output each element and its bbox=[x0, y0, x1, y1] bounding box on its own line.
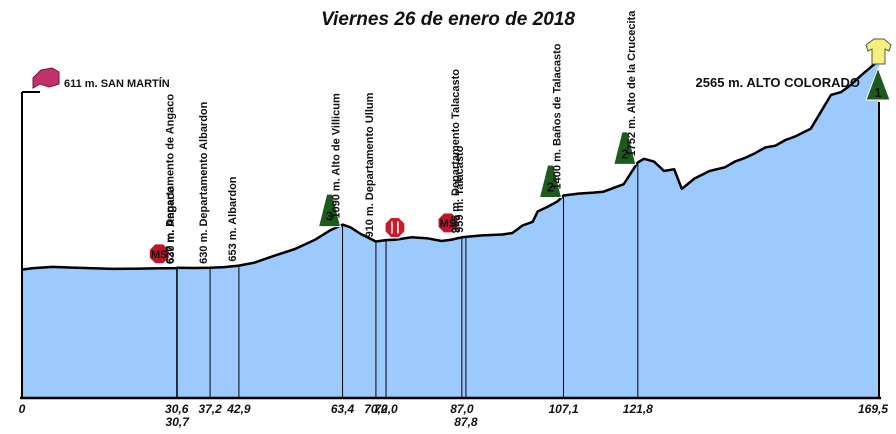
kom-snowcap-icon bbox=[326, 182, 333, 195]
km-tick-label: 63,4 bbox=[331, 402, 355, 416]
waypoint-label: 1090 m. Alto de Villicum bbox=[331, 93, 343, 219]
km-tick-label: 30,6 bbox=[165, 402, 189, 416]
km-tick-start: 0 bbox=[19, 402, 26, 416]
waypoint-label: 653 m. Albardon bbox=[227, 176, 239, 261]
kom-snowcap-icon bbox=[621, 120, 628, 133]
km-axis: 30,630,7 37,2 42,9 63,4 70,072,0 87,087,8 107,… bbox=[19, 402, 889, 429]
start-flag-icon bbox=[32, 67, 60, 89]
kom-mountain-icon bbox=[613, 120, 637, 165]
sprint-icon bbox=[148, 242, 171, 265]
finish-category: 1 bbox=[874, 85, 881, 100]
km-tick-label: 107,1 bbox=[548, 402, 578, 416]
sprint-icon bbox=[437, 211, 459, 234]
waypoint-icons: 1 MS 3 MS 2 2 bbox=[32, 38, 892, 265]
waypoint-label: 1752 m. Alto de la Crucecita bbox=[626, 10, 638, 157]
yellow-jersey-icon bbox=[865, 38, 892, 65]
chart-title: Viernes 26 de enero de 2018 bbox=[321, 9, 575, 30]
sprint-badge: MS bbox=[440, 218, 457, 230]
km-tick-label: 42,9 bbox=[226, 402, 251, 416]
finish-kom-icon bbox=[865, 66, 891, 101]
kom-mountain-icon bbox=[538, 153, 563, 198]
kom-category: 2 bbox=[547, 179, 554, 194]
waypoint-label: 910 m. Departamento Ullum bbox=[364, 92, 376, 237]
km-tick-label: 121,8 bbox=[623, 402, 653, 416]
elevation-fill bbox=[22, 60, 879, 398]
waypoint-label: 630 m. Angaco bbox=[165, 186, 177, 264]
sprint-badge: MS bbox=[151, 249, 168, 261]
km-tick-end: 169,5 bbox=[858, 402, 888, 416]
waypoint-label: 955 m. Departamento Talacasto bbox=[450, 69, 462, 234]
feed-zone-icon bbox=[384, 216, 406, 239]
km-tick-label: 87,0 bbox=[450, 402, 474, 416]
waypoint-lines bbox=[176, 162, 639, 398]
waypoint-label: 959 m. Talacasto bbox=[454, 145, 466, 233]
start-label: 611 m. SAN MARTÍN bbox=[64, 77, 170, 90]
kom-category: 3 bbox=[326, 209, 333, 224]
waypoint-labels: 611 m. SAN MARTÍN 2565 m. ALTO COLORADO 62… bbox=[64, 10, 860, 264]
kom-snowcap-icon bbox=[547, 153, 554, 166]
kom-mountain-icon bbox=[317, 182, 342, 228]
finish-label: 2565 m. ALTO COLORADO bbox=[696, 75, 860, 90]
km-tick-label: 72,0 bbox=[374, 402, 398, 416]
elevation-area bbox=[20, 59, 881, 400]
waypoint-label: 1400 m. Baños de Talacasto bbox=[552, 43, 564, 189]
elevation-line bbox=[21, 59, 880, 271]
waypoint-label: 630 m. Departamento Albardon bbox=[198, 101, 210, 263]
waypoint-label: 627 m. Departamento de Angaco bbox=[165, 94, 177, 264]
km-tick-label: 87,8 bbox=[454, 415, 478, 429]
km-tick-label: 30,7 bbox=[166, 415, 191, 429]
kom-category: 2 bbox=[621, 146, 628, 161]
km-tick-label: 37,2 bbox=[198, 402, 222, 416]
km-tick-label: 70,0 bbox=[364, 402, 388, 416]
